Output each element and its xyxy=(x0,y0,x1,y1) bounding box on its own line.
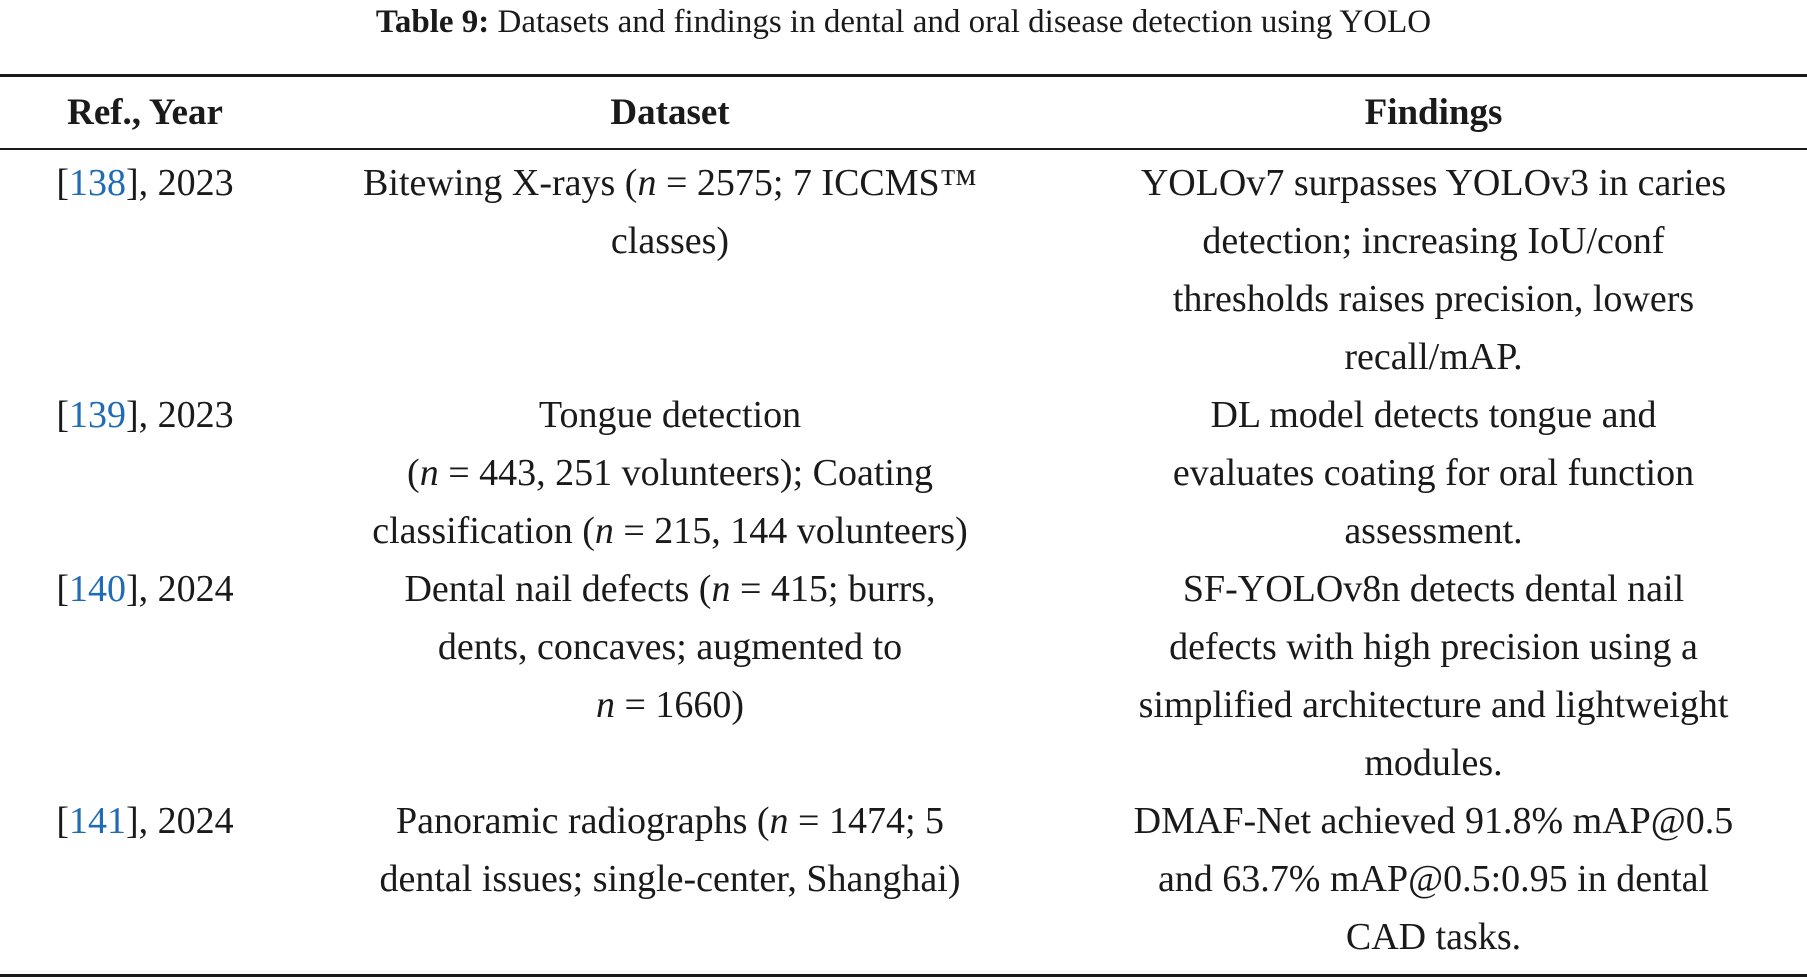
top-rule xyxy=(0,74,1807,77)
dataset-cell: Tongue detection (n = 443, 251 volunteer… xyxy=(372,394,968,552)
header-rule xyxy=(0,148,1807,150)
ref-year: , 2023 xyxy=(138,394,234,436)
dataset-cell: Panoramic radiographs (n = 1474; 5 denta… xyxy=(379,800,961,900)
findings-cell: DL model detects tongue and evaluates co… xyxy=(1172,394,1695,552)
header-ref-year: Ref., Year xyxy=(67,92,223,133)
ref-year-cell: [139], 2023 xyxy=(56,394,234,436)
citation-link[interactable]: 138 xyxy=(69,162,126,204)
dataset-cell: Bitewing X-rays (n = 2575; 7 ICCMS™ clas… xyxy=(363,162,977,262)
citation-link[interactable]: 141 xyxy=(69,800,126,842)
table-caption-label: Table 9: xyxy=(375,4,490,40)
ref-year: , 2024 xyxy=(138,800,234,842)
ref-year-cell: [138], 2023 xyxy=(56,162,234,204)
dataset-cell: Dental nail defects (n = 415; burrs, den… xyxy=(404,568,936,726)
header-dataset: Dataset xyxy=(610,92,730,133)
ref-year: , 2023 xyxy=(138,162,234,204)
table-caption: Table 9: Datasets and findings in dental… xyxy=(0,0,1807,48)
findings-cell: DMAF-Net achieved 91.8% mAP@0.5 and 63.7… xyxy=(1133,800,1734,958)
ref-year: , 2024 xyxy=(138,568,234,610)
findings-cell: SF-YOLOv8n detects dental nail defects w… xyxy=(1138,568,1729,784)
header-findings: Findings xyxy=(1364,92,1503,133)
ref-year-cell: [141], 2024 xyxy=(56,800,234,842)
bottom-rule xyxy=(0,974,1807,977)
citation-link[interactable]: 139 xyxy=(69,394,126,436)
ref-year-cell: [140], 2024 xyxy=(56,568,234,610)
citation-link[interactable]: 140 xyxy=(69,568,126,610)
table-caption-text: Datasets and findings in dental and oral… xyxy=(497,4,1432,40)
findings-cell: YOLOv7 surpasses YOLOv3 in caries detect… xyxy=(1140,162,1727,378)
